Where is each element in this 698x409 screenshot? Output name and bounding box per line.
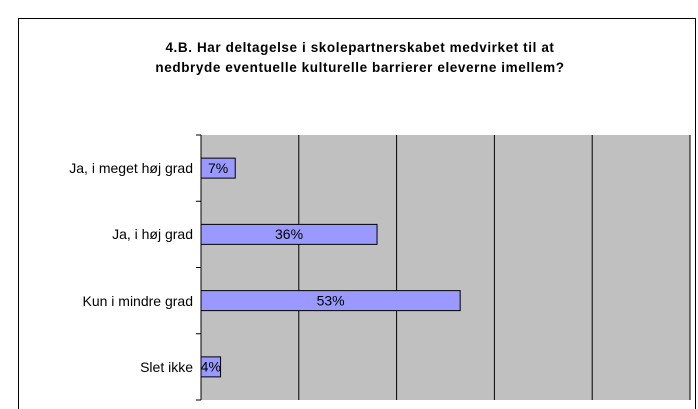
data-label: 53% [317, 292, 345, 308]
plot-area [201, 135, 690, 400]
data-label: 7% [208, 160, 228, 176]
y-tick-label: Ja, i meget høj grad [69, 160, 193, 177]
chart-title: 4.B. Har deltagelse i skolepartnerskabet… [155, 40, 565, 75]
y-tick-label: Slet ikke [140, 358, 193, 375]
y-tick-label: Ja, i høj grad [112, 226, 193, 243]
data-label: 36% [275, 226, 303, 242]
y-tick-label: Kun i mindre grad [82, 292, 193, 309]
data-label: 4% [201, 359, 221, 375]
chart-frame [18, 18, 696, 409]
